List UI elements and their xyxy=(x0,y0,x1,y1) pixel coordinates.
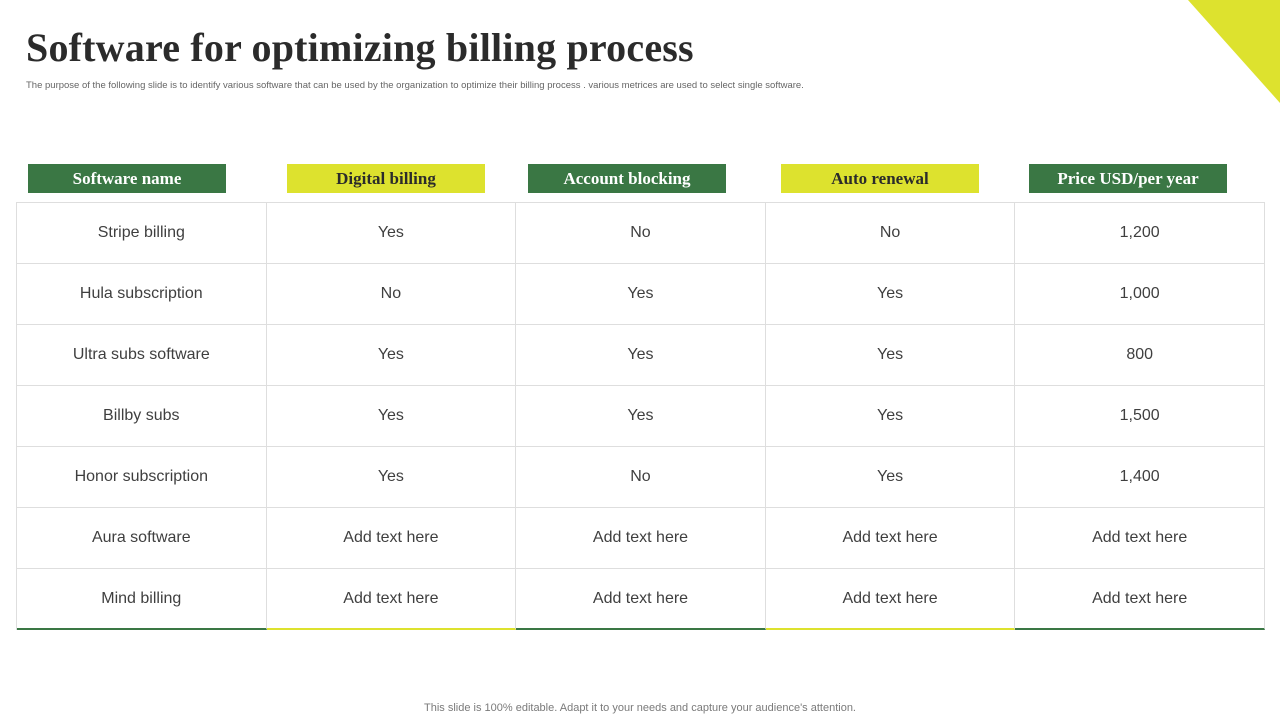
cell-account-blocking: Yes xyxy=(516,386,766,447)
cell-account-blocking: Add text here xyxy=(516,569,766,630)
cell-digital-billing: Add text here xyxy=(266,569,517,630)
table-row: Hula subscription No Yes Yes 1,000 xyxy=(17,264,1265,325)
cell-price: 1,400 xyxy=(1015,447,1265,508)
cell-software-name: Stripe billing xyxy=(17,203,267,264)
cell-software-name: Hula subscription xyxy=(17,264,267,325)
cell-auto-renewal: Yes xyxy=(765,447,1016,508)
cell-price: 1,200 xyxy=(1015,203,1265,264)
cell-auto-renewal: Yes xyxy=(765,325,1016,386)
cell-account-blocking: No xyxy=(516,203,766,264)
header-software-name: Software name xyxy=(28,164,226,193)
comparison-table: Stripe billing Yes No No 1,200 Hula subscript… xyxy=(16,202,1265,630)
page-title: Software for optimizing billing process xyxy=(26,25,694,70)
header-account-blocking: Account blocking xyxy=(528,164,726,193)
cell-auto-renewal: Add text here xyxy=(765,508,1016,569)
cell-auto-renewal: Yes xyxy=(765,264,1016,325)
cell-price: Add text here xyxy=(1015,569,1265,630)
cell-digital-billing: Yes xyxy=(266,447,517,508)
corner-decoration xyxy=(1188,0,1280,103)
header-price: Price USD/per year xyxy=(1029,164,1227,193)
cell-account-blocking: Add text here xyxy=(516,508,766,569)
cell-price: 1,500 xyxy=(1015,386,1265,447)
cell-price: Add text here xyxy=(1015,508,1265,569)
cell-digital-billing: Yes xyxy=(266,325,517,386)
footer-note: This slide is 100% editable. Adapt it to… xyxy=(424,702,856,714)
cell-software-name: Honor subscription xyxy=(17,447,267,508)
cell-auto-renewal: Yes xyxy=(765,386,1016,447)
cell-digital-billing: Add text here xyxy=(266,508,517,569)
table-row: Billby subs Yes Yes Yes 1,500 xyxy=(17,386,1265,447)
cell-account-blocking: Yes xyxy=(516,264,766,325)
table-row: Honor subscription Yes No Yes 1,400 xyxy=(17,447,1265,508)
cell-digital-billing: Yes xyxy=(266,203,517,264)
header-auto-renewal: Auto renewal xyxy=(781,164,979,193)
page-subtitle: The purpose of the following slide is to… xyxy=(26,80,804,91)
cell-auto-renewal: No xyxy=(765,203,1016,264)
cell-price: 1,000 xyxy=(1015,264,1265,325)
cell-auto-renewal: Add text here xyxy=(765,569,1016,630)
cell-digital-billing: No xyxy=(266,264,517,325)
table-row: Ultra subs software Yes Yes Yes 800 xyxy=(17,325,1265,386)
cell-account-blocking: Yes xyxy=(516,325,766,386)
cell-price: 800 xyxy=(1015,325,1265,386)
cell-software-name: Mind billing xyxy=(17,569,267,630)
table-row: Mind billing Add text here Add text here Ad… xyxy=(17,569,1265,630)
cell-software-name: Aura software xyxy=(17,508,267,569)
cell-account-blocking: No xyxy=(516,447,766,508)
table-row: Stripe billing Yes No No 1,200 xyxy=(17,203,1265,264)
table-row: Aura software Add text here Add text here A… xyxy=(17,508,1265,569)
header-digital-billing: Digital billing xyxy=(287,164,485,193)
cell-digital-billing: Yes xyxy=(266,386,517,447)
cell-software-name: Ultra subs software xyxy=(17,325,267,386)
cell-software-name: Billby subs xyxy=(17,386,267,447)
